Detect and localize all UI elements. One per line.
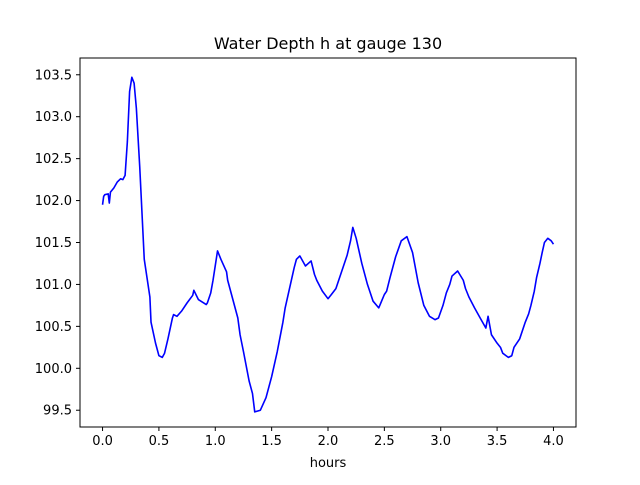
- x-tick-label: 2.0: [318, 434, 339, 449]
- y-tick-label: 101.5: [35, 236, 72, 251]
- x-tick-label: 2.5: [374, 434, 395, 449]
- y-tick-label: 101.0: [35, 278, 72, 293]
- axes-frame: [79, 57, 577, 428]
- y-tick-label: 103.5: [35, 68, 72, 83]
- series-line-0: [101, 76, 555, 413]
- y-tick-label: 103.0: [35, 110, 72, 125]
- x-tick-label: 1.5: [261, 434, 282, 449]
- chart-title: Water Depth h at gauge 130: [214, 34, 442, 53]
- y-tick-label: 102.5: [35, 152, 72, 167]
- y-tick-label: 100.5: [35, 320, 72, 335]
- x-tick-label: 3.0: [430, 434, 451, 449]
- x-axis-label: hours: [310, 456, 347, 471]
- x-tick-label: 0.0: [92, 434, 113, 449]
- y-tick-label: 99.5: [43, 404, 72, 419]
- x-tick-label: 4.0: [543, 434, 564, 449]
- x-tick-label: 1.0: [205, 434, 226, 449]
- y-tick-label: 100.0: [35, 362, 72, 377]
- x-axis-ticks: 0.0 0.5 1.0 1.5 2.0 2.5 3.0 3.5 4.0: [92, 427, 564, 449]
- plot-area: [101, 76, 555, 413]
- x-tick-label: 0.5: [149, 434, 170, 449]
- x-tick-label: 3.5: [487, 434, 508, 449]
- y-tick-label: 102.0: [35, 194, 72, 209]
- y-axis-ticks: 99.5 100.0 100.5 101.0 101.5 102.0 102.5 103.0 1…: [35, 68, 80, 419]
